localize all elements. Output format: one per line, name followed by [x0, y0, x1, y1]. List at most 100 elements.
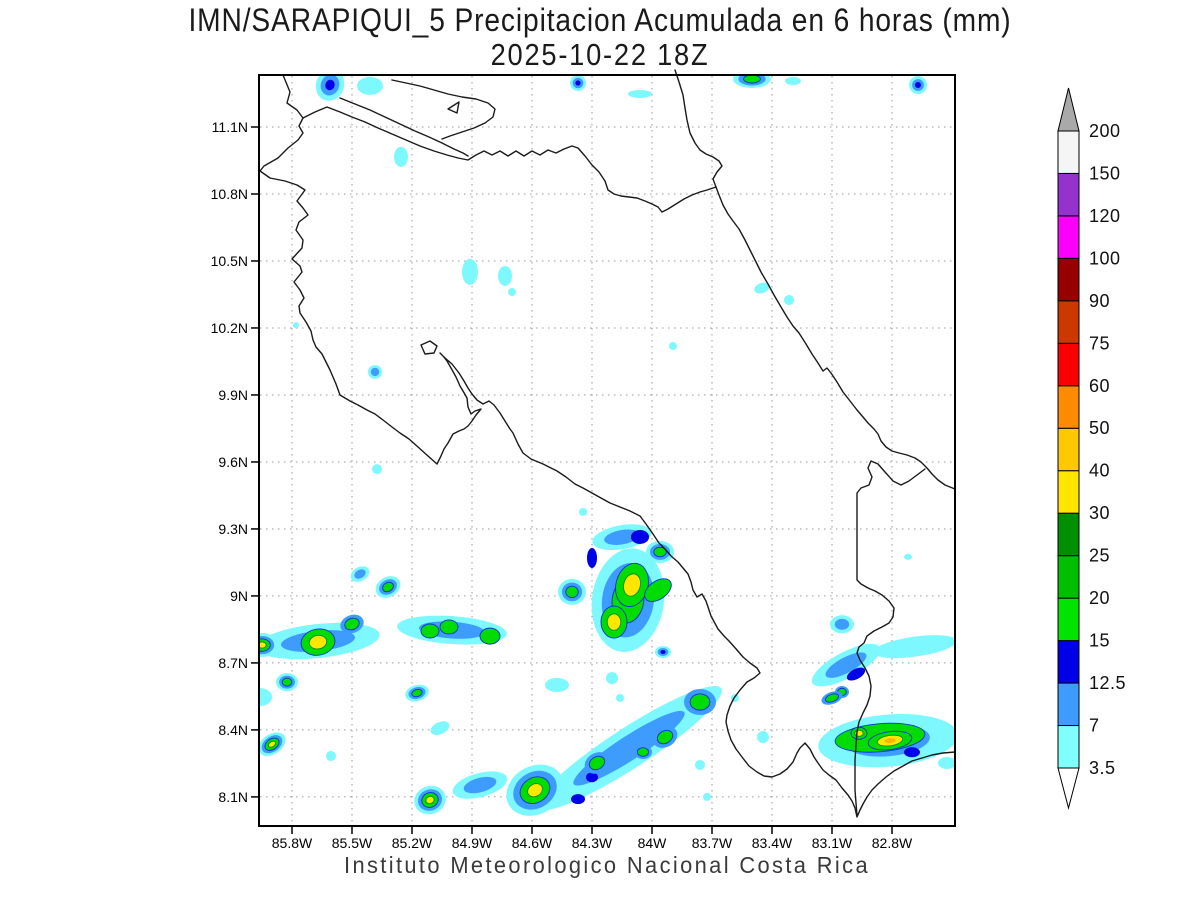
- precip-cell: [634, 745, 652, 760]
- precip-contour-y: [268, 740, 276, 748]
- colorbar-label: 25: [1089, 546, 1110, 566]
- precip-cell: [315, 75, 345, 101]
- colorbar-label: 7: [1089, 716, 1100, 736]
- precip-contour-g: [825, 693, 839, 703]
- colorbar-segment: [1057, 300, 1080, 344]
- precip-contour-c: [430, 721, 450, 736]
- precip-contour-g: [588, 755, 606, 771]
- precip-contour-y: [425, 795, 435, 805]
- precip-cell: [462, 258, 478, 285]
- precip-contour-c: [628, 89, 652, 98]
- precip-contour-c: [785, 77, 801, 86]
- precip-cell: [375, 576, 401, 598]
- precip-contour-c: [579, 507, 587, 516]
- colorbar-label: 150: [1089, 163, 1121, 183]
- colorbar-label: 20: [1089, 588, 1110, 608]
- precip-contour-db: [915, 82, 921, 89]
- colorbar-label: 200: [1089, 121, 1121, 141]
- colorbar-segment: [1057, 682, 1080, 727]
- precip-contour-c: [462, 258, 478, 285]
- colorbar-segment: [1057, 172, 1080, 217]
- precip-contour-g: [479, 627, 501, 645]
- precip-cell: [372, 464, 382, 475]
- precip-contour-c: [326, 751, 336, 762]
- colorbar-label: 60: [1089, 376, 1110, 396]
- precip-cell: [293, 322, 299, 329]
- precip-contour-y: [623, 573, 641, 597]
- precip-contour-gold: [884, 738, 896, 744]
- precip-contour-g: [439, 619, 459, 635]
- y-tick-label: 8.7N: [218, 655, 248, 671]
- x-tick-label: 84W: [638, 835, 668, 851]
- precip-contour-db: [660, 649, 666, 654]
- precip-contour-c: [938, 756, 955, 769]
- precip-contour-y: [606, 613, 622, 631]
- precip-cell: [276, 673, 298, 692]
- precip-contour-b: [834, 618, 850, 630]
- precip-cell: [628, 89, 652, 98]
- colorbar-segment: [1057, 725, 1080, 769]
- precip-contour-c: [293, 322, 299, 329]
- precip-cell: [733, 75, 771, 88]
- x-tick-label: 84.9W: [452, 835, 493, 851]
- precip-contour-db: [631, 529, 649, 544]
- precip-cell: [545, 678, 569, 693]
- precip-cell: [757, 731, 769, 744]
- precip-contour-c: [545, 678, 569, 693]
- precip-contour-c: [703, 792, 711, 801]
- x-tick-label: 83.1W: [812, 835, 853, 851]
- precip-contour-g: [644, 578, 672, 602]
- colorbar-segment: [1057, 597, 1080, 642]
- precip-contour-db: [575, 80, 581, 86]
- precip-cell: [340, 614, 364, 634]
- precip-cell: [938, 756, 955, 769]
- precip-cell: [579, 507, 587, 516]
- y-tick-label: 10.2N: [211, 320, 248, 336]
- precip-contour-g: [420, 623, 440, 639]
- precip-contour-g: [636, 747, 650, 757]
- x-tick-label: 85.5W: [332, 835, 373, 851]
- y-tick-label: 11.1N: [212, 119, 248, 135]
- precip-cell: [615, 562, 649, 608]
- precip-cell: [600, 605, 628, 639]
- precip-cell: [584, 752, 610, 774]
- x-tick-label: 82.8W: [872, 835, 913, 851]
- colorbar-label: 75: [1089, 333, 1110, 353]
- precip-contour-c: [606, 672, 618, 685]
- colorbar-segment: [1057, 385, 1080, 429]
- colorbar-over-arrow: [1057, 87, 1080, 132]
- precip-cell: [821, 691, 843, 705]
- colorbar-label: 30: [1089, 503, 1110, 523]
- precip-contour-c: [669, 342, 677, 351]
- colorbar-label: 12.5: [1089, 673, 1126, 693]
- precip-contour-y: [308, 634, 328, 650]
- colorbar-segment: [1057, 555, 1080, 599]
- precip-contour-g: [743, 75, 761, 84]
- y-tick-label: 9.3N: [218, 521, 248, 537]
- x-tick-label: 85.2W: [392, 835, 433, 851]
- colorbar-segment: [1057, 257, 1080, 302]
- colorbar-label: 3.5: [1089, 758, 1116, 778]
- precip-cell: [570, 75, 586, 92]
- colorbar-segment: [1057, 130, 1080, 174]
- y-tick-label: 9.6N: [218, 454, 248, 470]
- nicoya-gulf-island: [420, 340, 438, 355]
- map-frame: [258, 74, 956, 827]
- precip-cell: [904, 747, 920, 758]
- x-tick-label: 85.8W: [272, 835, 313, 851]
- precip-cell: [850, 726, 868, 740]
- precip-contour-db: [571, 794, 585, 805]
- precip-contour-b: [825, 652, 867, 678]
- precip-contour-c: [695, 759, 705, 770]
- precip-contour-c: [784, 295, 794, 306]
- precip-contour-g: [653, 546, 667, 558]
- precip-cell: [754, 282, 770, 294]
- precip-contour-c: [754, 282, 770, 294]
- precip-cell: [259, 688, 272, 707]
- precip-contour-b: [573, 710, 685, 786]
- caribbean-coast: [674, 69, 956, 490]
- x-tick-label: 84.6W: [512, 835, 553, 851]
- precip-cell: [846, 667, 866, 681]
- precip-contour-g: [344, 617, 360, 631]
- precip-cell: [784, 295, 794, 306]
